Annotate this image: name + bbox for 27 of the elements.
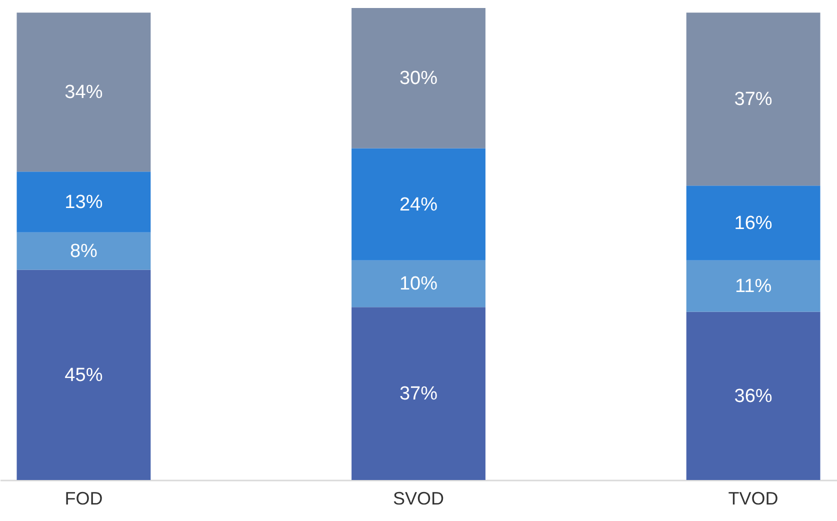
data-label: 10% xyxy=(399,274,438,295)
bar xyxy=(16,270,151,480)
bar xyxy=(16,232,151,270)
bar xyxy=(686,12,820,186)
data-label: 16% xyxy=(734,212,772,234)
data-label: 30% xyxy=(399,68,438,90)
x-tick-label: TVOD xyxy=(728,488,778,508)
bar xyxy=(686,186,820,260)
bar xyxy=(352,148,486,260)
bar xyxy=(352,8,486,148)
data-label: 37% xyxy=(399,384,438,405)
bar xyxy=(16,172,151,232)
bar xyxy=(686,260,820,312)
data-label: 24% xyxy=(399,194,438,216)
data-label: 13% xyxy=(64,192,103,213)
data-label: 45% xyxy=(64,364,103,386)
data-label: 11% xyxy=(734,276,772,298)
bar xyxy=(16,12,151,172)
x-tick-label: SVOD xyxy=(392,488,444,508)
data-label: 34% xyxy=(64,82,103,104)
bar xyxy=(352,307,486,480)
bar xyxy=(686,312,820,480)
x-tick-label: FOD xyxy=(64,488,103,508)
data-label: 37% xyxy=(734,89,772,110)
data-label: 8% xyxy=(70,241,98,262)
data-label: 36% xyxy=(734,386,772,407)
bar xyxy=(352,260,486,308)
